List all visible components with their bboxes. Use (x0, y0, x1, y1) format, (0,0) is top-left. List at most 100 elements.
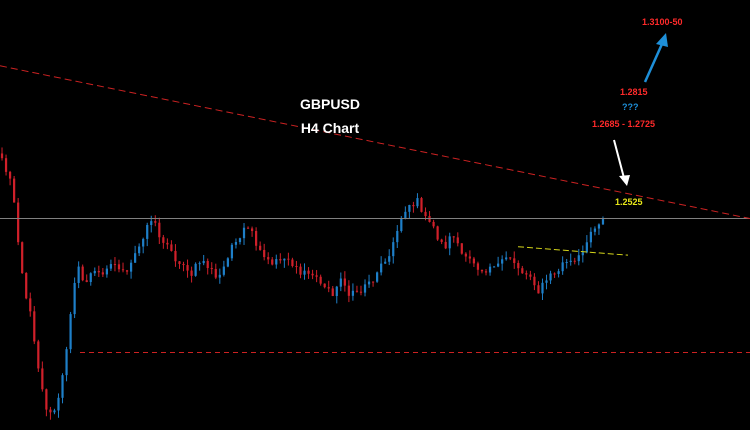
candle-body (384, 261, 387, 264)
candle-body (404, 211, 407, 219)
annotation-target-mid: 1.2815 (620, 87, 648, 97)
candle-body (557, 271, 560, 274)
candle-body (492, 266, 496, 268)
candle-body (37, 341, 40, 369)
candle-body (166, 242, 169, 245)
candle-body (267, 257, 270, 260)
candle-body (271, 259, 274, 265)
candle-body (154, 221, 157, 223)
candle-body (501, 259, 504, 264)
candle-body (351, 290, 355, 296)
candle-body (480, 269, 484, 272)
candle-body (0, 153, 4, 159)
candle-body (25, 273, 28, 299)
candle-body (8, 171, 12, 179)
annotation-resistance-zone: 1.2685 - 1.2725 (592, 119, 656, 129)
candle-body (134, 253, 137, 263)
candle-body (388, 256, 391, 262)
candle-body (283, 258, 286, 261)
candle-body (376, 272, 379, 282)
wedge-support-line (517, 246, 629, 256)
candle-body (222, 266, 225, 275)
candle-body (581, 252, 584, 256)
candle-body (400, 218, 403, 231)
candle-body (138, 246, 141, 254)
candle-body (101, 272, 104, 275)
candle-body (541, 282, 544, 294)
candle-body (125, 270, 129, 272)
candle-body (311, 273, 314, 276)
candle-body (380, 263, 383, 273)
candle-body (573, 260, 576, 262)
annotation-question: ??? (622, 102, 639, 112)
candle-body (593, 228, 597, 232)
candle-body (146, 224, 149, 239)
annotation-target-high: 1.3100-50 (642, 17, 683, 27)
candle-body (13, 178, 16, 203)
candle-body (553, 273, 556, 275)
candle-body (335, 286, 338, 297)
candle-body (569, 260, 572, 262)
down-arrow-shaft (613, 139, 625, 179)
candle-body (182, 263, 185, 266)
candle-body (488, 266, 492, 273)
candle-body (331, 288, 334, 297)
candle-body (117, 264, 121, 270)
candle-body (537, 285, 540, 294)
candle-body (343, 278, 346, 286)
candle-body (218, 274, 221, 278)
candle-body (170, 244, 173, 251)
candle-body (105, 268, 108, 275)
candle-body (432, 221, 435, 227)
candle-body (178, 261, 181, 264)
candle-body (69, 314, 72, 350)
candle-body (162, 237, 165, 243)
candle-body (497, 263, 500, 267)
candle-body (194, 263, 197, 276)
candle-body (436, 226, 439, 240)
candle-body (73, 282, 76, 315)
candle-body (29, 298, 32, 312)
candle-body (65, 349, 68, 376)
candle-body (392, 242, 395, 257)
candle-body (291, 259, 294, 267)
candle-body (150, 221, 153, 225)
candle-body (202, 260, 205, 264)
candle-body (589, 231, 592, 243)
candle-body (460, 243, 463, 254)
candle-body (85, 280, 88, 282)
candle-body (33, 311, 36, 342)
candle-body (210, 268, 213, 270)
candle-body (476, 263, 480, 270)
descending-trendline (0, 65, 750, 220)
candle-body (424, 211, 427, 217)
down-arrow-head (619, 175, 630, 186)
candle-body (359, 291, 363, 293)
candle-body (529, 274, 532, 277)
candle-body (549, 273, 552, 281)
up-arrow-head (656, 33, 668, 47)
candle-body (238, 238, 242, 243)
candle-body (158, 222, 161, 238)
candle-body (129, 262, 133, 272)
candle-body (299, 266, 302, 275)
candle-body (121, 269, 125, 271)
candle-body (484, 271, 488, 273)
candle-body (420, 198, 423, 212)
candle-body (295, 266, 298, 268)
candle-body (533, 276, 536, 286)
candle-body (408, 204, 411, 212)
candle-body (279, 259, 282, 261)
candle-body (97, 270, 100, 273)
candle-body (250, 228, 254, 232)
candle-body (472, 258, 476, 264)
candle-body (597, 224, 601, 229)
candle-body (190, 270, 193, 276)
candle-body (440, 239, 443, 242)
up-arrow-shaft (643, 43, 664, 83)
candle-body (468, 256, 471, 259)
candle-body (565, 261, 568, 263)
candle-body (416, 198, 419, 207)
candle-body (517, 263, 520, 269)
